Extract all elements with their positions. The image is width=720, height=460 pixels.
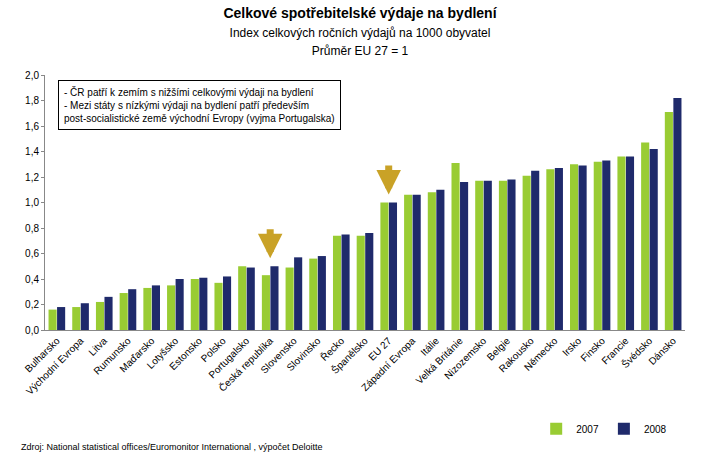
svg-text:2,0: 2,0 bbox=[25, 70, 39, 81]
svg-text:0,8: 0,8 bbox=[25, 223, 39, 234]
svg-text:Slovinsko: Slovinsko bbox=[284, 335, 322, 373]
svg-text:Zdroj: National statistical of: Zdroj: National statistical offices/Euro… bbox=[21, 442, 322, 452]
svg-text:- ČR patří k zemím s nižšími c: - ČR patří k zemím s nižšími celkovými v… bbox=[64, 86, 335, 124]
svg-text:0,0: 0,0 bbox=[25, 325, 39, 336]
svg-text:Rumunsko: Rumunsko bbox=[91, 335, 133, 377]
svg-text:Portugalsko: Portugalsko bbox=[206, 335, 251, 380]
svg-text:Řecko: Řecko bbox=[318, 334, 347, 363]
svg-text:Maďarsko: Maďarsko bbox=[117, 335, 157, 375]
svg-text:1,6: 1,6 bbox=[25, 121, 39, 132]
svg-text:0,6: 0,6 bbox=[25, 248, 39, 259]
svg-text:2007: 2007 bbox=[576, 424, 599, 435]
svg-text:Rakousko: Rakousko bbox=[497, 335, 537, 375]
svg-text:Celkové spotřebitelské výdaje: Celkové spotřebitelské výdaje na bydlení… bbox=[223, 5, 497, 57]
svg-text:Švédsko: Švédsko bbox=[619, 334, 655, 370]
svg-text:Západní Evropa: Západní Evropa bbox=[359, 335, 417, 393]
svg-text:Francie: Francie bbox=[599, 335, 631, 367]
svg-text:2008: 2008 bbox=[644, 424, 667, 435]
svg-text:Litva: Litva bbox=[86, 335, 109, 358]
svg-text:Lotyšsko: Lotyšsko bbox=[145, 335, 181, 371]
svg-text:Finsko: Finsko bbox=[578, 335, 607, 364]
svg-text:Německo: Německo bbox=[522, 335, 560, 373]
svg-text:EU 27: EU 27 bbox=[366, 335, 394, 363]
svg-text:Polsko: Polsko bbox=[199, 335, 228, 364]
svg-text:Irsko: Irsko bbox=[560, 335, 583, 358]
svg-text:Belgie: Belgie bbox=[485, 335, 513, 363]
svg-text:Nizozemsko: Nizozemsko bbox=[442, 335, 489, 382]
svg-text:1,2: 1,2 bbox=[25, 172, 39, 183]
svg-text:Velká Británie: Velká Británie bbox=[414, 335, 465, 386]
svg-text:Španělsko: Španělsko bbox=[328, 334, 370, 376]
svg-text:Dánsko: Dánsko bbox=[646, 335, 678, 367]
svg-text:0,2: 0,2 bbox=[25, 299, 39, 310]
svg-text:1,4: 1,4 bbox=[25, 146, 39, 157]
svg-text:Slovensko: Slovensko bbox=[258, 335, 299, 376]
svg-text:Estonsko: Estonsko bbox=[167, 335, 204, 372]
svg-text:1,0: 1,0 bbox=[25, 197, 39, 208]
svg-text:Itálie: Itálie bbox=[418, 335, 441, 358]
svg-text:Východní Evropa: Východní Evropa bbox=[24, 335, 86, 397]
svg-text:Bulharsko: Bulharsko bbox=[23, 335, 63, 375]
svg-text:0,4: 0,4 bbox=[25, 274, 39, 285]
svg-text:Česká republika: Česká republika bbox=[216, 334, 275, 393]
svg-text:1,8: 1,8 bbox=[25, 95, 39, 106]
